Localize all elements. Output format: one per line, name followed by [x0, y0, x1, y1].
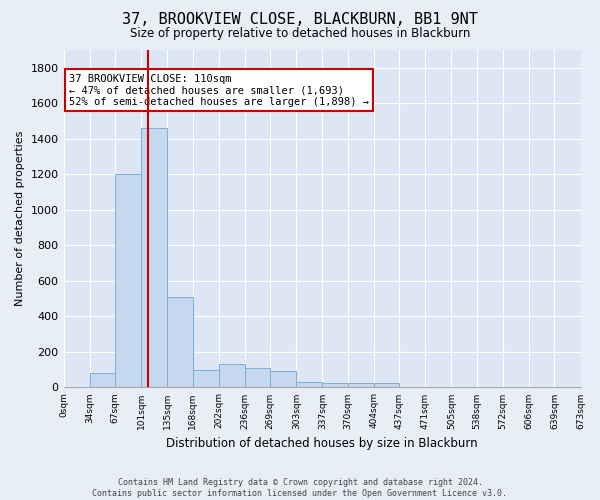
Bar: [322, 383, 348, 388]
Bar: [115, 174, 141, 388]
Text: Size of property relative to detached houses in Blackburn: Size of property relative to detached ho…: [130, 28, 470, 40]
X-axis label: Distribution of detached houses by size in Blackburn: Distribution of detached houses by size …: [166, 437, 478, 450]
Y-axis label: Number of detached properties: Number of detached properties: [15, 131, 25, 306]
Text: 37 BROOKVIEW CLOSE: 110sqm
← 47% of detached houses are smaller (1,693)
52% of s: 37 BROOKVIEW CLOSE: 110sqm ← 47% of deta…: [69, 74, 369, 107]
Bar: [167, 297, 193, 388]
Bar: [245, 368, 270, 388]
Bar: [193, 370, 219, 388]
Text: 37, BROOKVIEW CLOSE, BLACKBURN, BB1 9NT: 37, BROOKVIEW CLOSE, BLACKBURN, BB1 9NT: [122, 12, 478, 28]
Bar: [141, 128, 167, 388]
Bar: [348, 383, 374, 388]
Bar: [219, 364, 245, 388]
Bar: [89, 373, 115, 388]
Bar: [270, 372, 296, 388]
Text: Contains HM Land Registry data © Crown copyright and database right 2024.
Contai: Contains HM Land Registry data © Crown c…: [92, 478, 508, 498]
Bar: [296, 382, 322, 388]
Bar: [374, 383, 399, 388]
